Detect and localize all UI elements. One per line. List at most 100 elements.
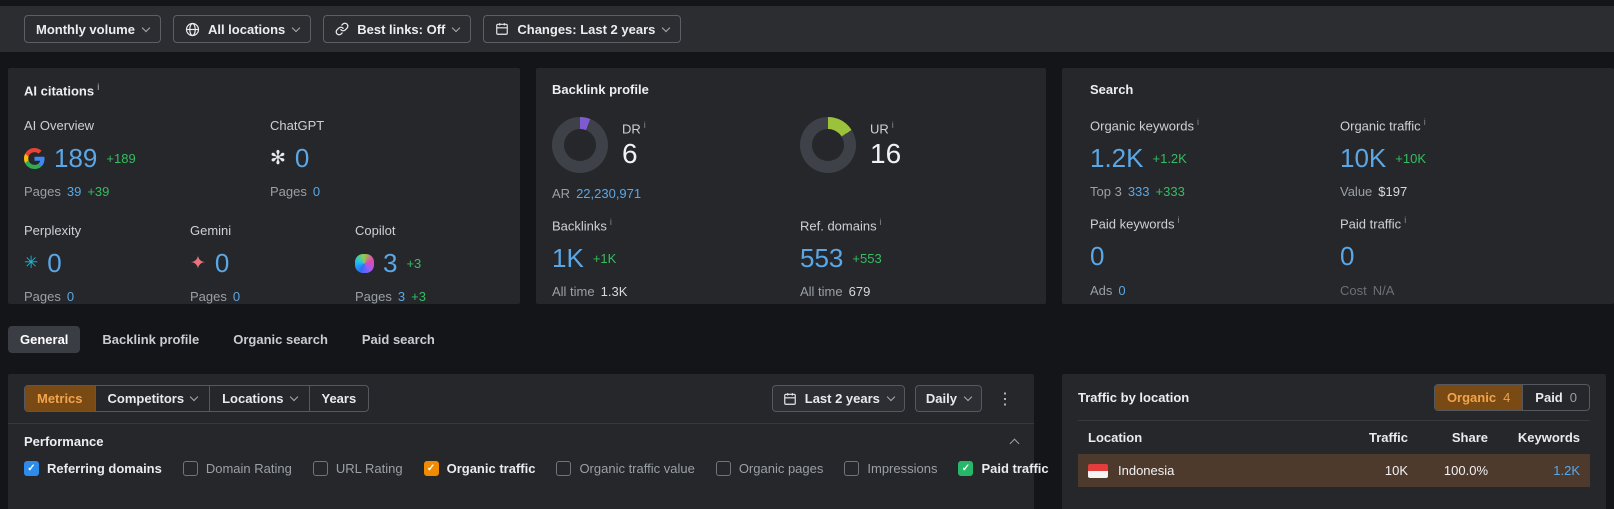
pages-value[interactable]: 3 (397, 289, 406, 305)
pages-label: Pages (24, 289, 61, 305)
checkbox-icon (556, 461, 572, 476)
chatgpt-metric: ChatGPT ✻ 0 Pages 0 (270, 118, 504, 199)
info-icon: i (643, 119, 646, 130)
checkbox-domain-rating[interactable]: Domain Rating (182, 461, 292, 476)
backlinks-value[interactable]: 1K (552, 242, 584, 273)
pages-value[interactable]: 0 (232, 289, 241, 305)
paid-traffic-label: Paid traffic i (1340, 215, 1407, 232)
keywords-cell[interactable]: 1.2K (1553, 463, 1580, 478)
changes-range-label: Changes: Last 2 years (517, 21, 656, 37)
organic-traffic-value[interactable]: 10K (1340, 142, 1387, 173)
table-row-indonesia[interactable]: Indonesia 10K 100.0% 1.2K (1078, 454, 1590, 487)
perplexity-metric: Perplexity ✳ 0 Pages 0 (24, 223, 190, 304)
pages-value[interactable]: 0 (66, 289, 75, 305)
changes-range-dropdown[interactable]: Changes: Last 2 years (483, 15, 682, 43)
best-links-dropdown[interactable]: Best links: Off (323, 15, 472, 43)
info-icon: i (97, 82, 100, 92)
tab-backlink-profile[interactable]: Backlink profile (102, 332, 200, 347)
toggle-paid[interactable]: Paid 0 (1522, 385, 1589, 410)
openai-icon: ✻ (270, 147, 286, 169)
share-cell: 100.0% (1443, 463, 1488, 478)
copilot-delta: +3 (406, 255, 422, 271)
copilot-value[interactable]: 3 (383, 247, 398, 278)
organic-keywords-metric: Organic keywords i 1.2K +1.2K Top 3 333 +33… (1090, 117, 1340, 199)
info-icon: i (1423, 117, 1426, 127)
chatgpt-label: ChatGPT (270, 118, 325, 134)
performance-section-title: Performance (24, 434, 104, 449)
tab-paid-search[interactable]: Paid search (361, 332, 435, 347)
divider (8, 423, 1034, 424)
granularity-dropdown[interactable]: Daily (914, 385, 982, 412)
ar-value[interactable]: 22,230,971 (576, 186, 642, 201)
all-time-value: 1.3K (600, 284, 628, 300)
pages-value[interactable]: 39 (66, 184, 82, 200)
checkbox-paid-traffic[interactable]: Paid traffic (958, 461, 1049, 476)
chatgpt-value[interactable]: 0 (294, 142, 310, 173)
info-icon: i (609, 217, 612, 227)
backlinks-metric: Backlinks i 1K +1K All time 1.3K (552, 217, 800, 299)
calendar-icon (495, 22, 509, 36)
ai-overview-value[interactable]: 189 (54, 142, 98, 173)
chevron-down-icon (963, 392, 973, 402)
ur-label: UR i (870, 119, 894, 137)
tab-general[interactable]: General (8, 326, 81, 353)
column-share: Share (1451, 430, 1488, 445)
checkbox-impressions[interactable]: Impressions (844, 461, 937, 476)
pages-label: Pages (24, 184, 61, 200)
info-icon: i (1177, 215, 1180, 226)
organic-traffic-delta: +10K (1395, 150, 1426, 166)
chevron-down-icon (289, 392, 298, 402)
ai-overview-metric: AI Overview 189 +189 Pages 39 +39 (24, 118, 270, 199)
dr-gauge (552, 117, 608, 173)
organic-paid-toggle: Organic 4 Paid 0 (1433, 384, 1590, 411)
segment-locations[interactable]: Locations (209, 386, 308, 411)
ai-overview-label: AI Overview (24, 118, 95, 134)
info-icon: i (891, 119, 894, 130)
organic-keywords-value[interactable]: 1.2K (1090, 142, 1144, 173)
ref-domains-value[interactable]: 553 (800, 242, 844, 273)
perplexity-value[interactable]: 0 (47, 247, 62, 278)
value-label: Value (1340, 184, 1373, 200)
globe-icon (185, 22, 200, 37)
perplexity-label: Perplexity (24, 223, 82, 239)
date-range-dropdown[interactable]: Last 2 years (771, 385, 905, 412)
ref-domains-label: Ref. domains i (800, 217, 882, 234)
pages-delta: +3 (411, 289, 426, 305)
pages-value[interactable]: 0 (312, 184, 321, 200)
column-keywords: Keywords (1517, 430, 1580, 445)
checkbox-icon (182, 461, 198, 476)
collapse-chevron-up-icon[interactable] (1009, 438, 1020, 449)
granularity-label: Daily (925, 391, 957, 406)
segment-metrics[interactable]: Metrics (25, 386, 95, 411)
ref-domains-delta: +553 (852, 250, 882, 266)
location-table-header: Location Traffic Share Keywords (1078, 420, 1590, 454)
tab-organic-search[interactable]: Organic search (233, 332, 328, 347)
overview-tabs: General Backlink profile Organic search … (8, 326, 447, 353)
checkbox-icon (844, 461, 860, 476)
segment-years[interactable]: Years (308, 386, 369, 411)
checkbox-organic-pages[interactable]: Organic pages (715, 461, 823, 476)
paid-keywords-value[interactable]: 0 (1090, 241, 1105, 272)
checkbox-url-rating[interactable]: URL Rating (312, 461, 403, 476)
toggle-organic[interactable]: Organic 4 (1434, 385, 1523, 410)
monthly-volume-dropdown[interactable]: Monthly volume (24, 15, 161, 43)
gemini-value[interactable]: 0 (214, 247, 230, 278)
segment-competitors[interactable]: Competitors (94, 386, 210, 411)
paid-traffic-value[interactable]: 0 (1340, 241, 1355, 272)
ads-value[interactable]: 0 (1118, 282, 1126, 298)
traffic-cell: 10K (1384, 463, 1408, 478)
checkbox-referring-domains[interactable]: Referring domains (24, 461, 162, 476)
all-locations-dropdown[interactable]: All locations (172, 15, 312, 43)
chevron-down-icon (886, 392, 896, 402)
calendar-icon (783, 392, 797, 406)
checkbox-organic-traffic-value[interactable]: Organic traffic value (556, 461, 695, 476)
cost-label: Cost (1340, 282, 1367, 298)
checkbox-organic-traffic[interactable]: Organic traffic (423, 461, 535, 476)
top3-value[interactable]: 333 (1127, 184, 1150, 200)
more-options-icon[interactable]: ⋮ (997, 390, 1013, 408)
ai-citations-title: AI citations i (24, 82, 100, 99)
copilot-label: Copilot (355, 223, 396, 239)
metric-checkboxes: Referring domains Domain Rating URL Rati… (8, 456, 1049, 481)
ads-label: Ads (1090, 282, 1113, 298)
